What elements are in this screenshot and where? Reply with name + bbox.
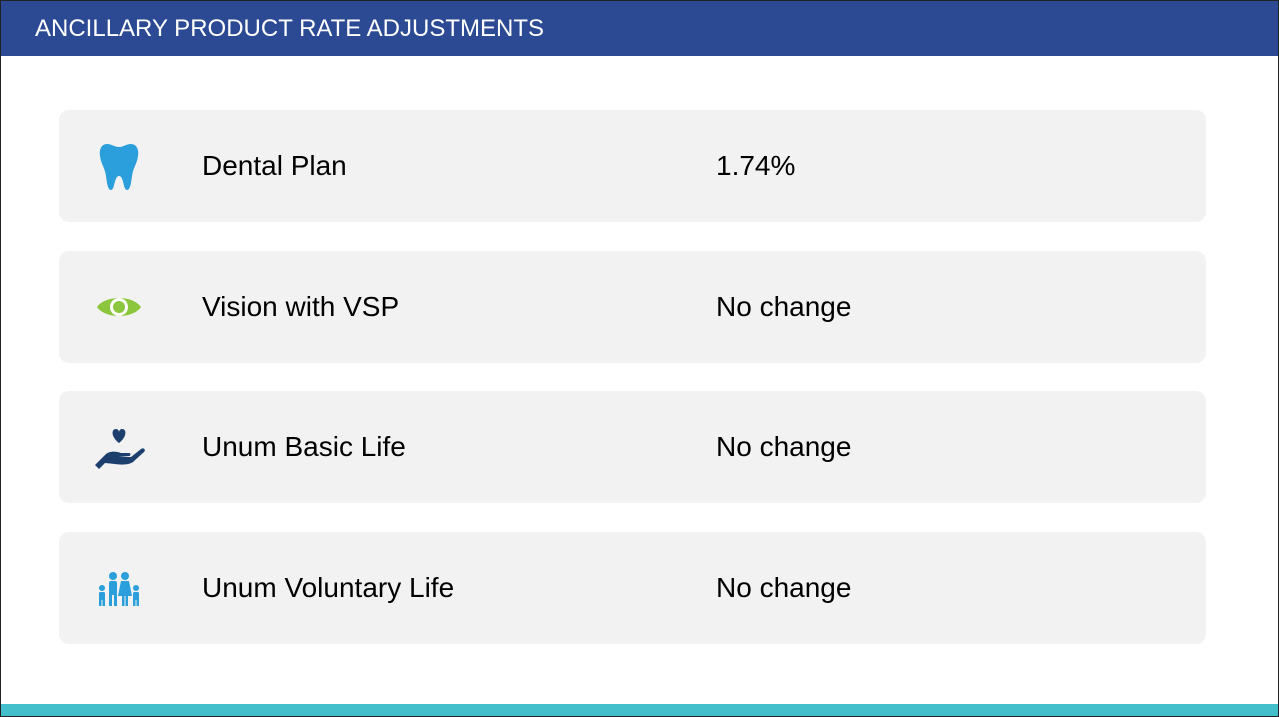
label: Dental Plan <box>202 150 347 181</box>
title: ANCILLARY PRODUCT RATE ADJUSTMENTS <box>35 15 544 42</box>
value: No change <box>716 572 852 603</box>
footer-bar <box>1 704 1278 716</box>
row: Dental Plan 1.74% <box>59 110 1206 222</box>
row: Unum Voluntary Life No change <box>59 532 1206 644</box>
label: Unum Basic Life <box>202 431 406 462</box>
value: 1.74% <box>716 150 796 181</box>
value: No change <box>716 431 852 462</box>
value: No change <box>716 291 852 322</box>
label: Unum Voluntary Life <box>202 572 455 603</box>
header-bar: ANCILLARY PRODUCT RATE ADJUSTMENTS <box>1 1 1278 56</box>
hand-heart-icon <box>95 429 145 469</box>
row: Unum Basic Life No change <box>59 391 1206 503</box>
tooth-icon <box>99 144 139 190</box>
label: Vision with VSP <box>202 291 400 322</box>
eye-icon <box>97 298 141 316</box>
family-icon <box>99 572 139 606</box>
row: Vision with VSP No change <box>59 251 1206 363</box>
